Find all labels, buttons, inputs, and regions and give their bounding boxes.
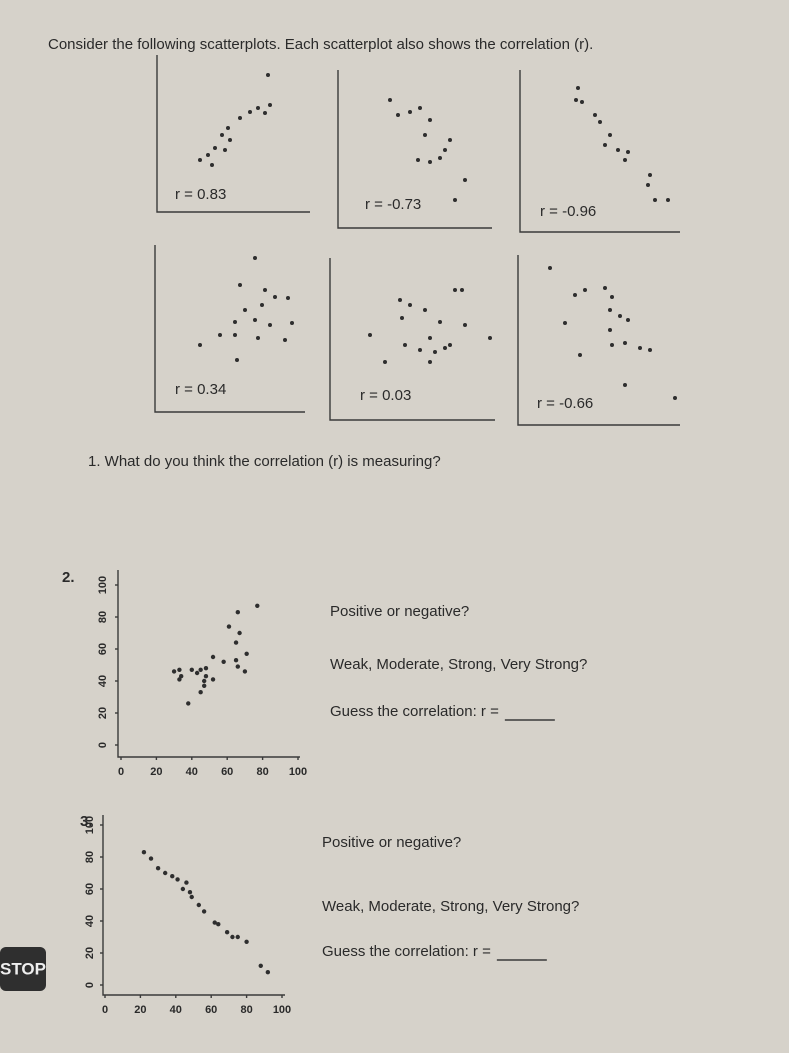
- prompt: Guess the correlation: r =: [330, 703, 499, 720]
- point: [162, 870, 168, 876]
- point: [235, 934, 240, 940]
- point: [224, 930, 230, 935]
- point: [171, 669, 177, 674]
- point: [196, 902, 202, 908]
- x-tick-label: 80: [240, 1004, 252, 1016]
- point: [201, 683, 207, 688]
- axes: [102, 815, 285, 996]
- y-tick-label: 100: [84, 816, 96, 834]
- point: [180, 886, 186, 892]
- point: [155, 866, 161, 871]
- point: [178, 674, 184, 679]
- prompt: Weak, Moderate, Strong, Very Strong?: [330, 656, 587, 673]
- point: [212, 920, 217, 925]
- point: [233, 640, 239, 645]
- point: [244, 939, 249, 944]
- x-tick-label: 80: [256, 766, 268, 778]
- point: [242, 669, 248, 674]
- point: [216, 922, 221, 927]
- point: [237, 630, 242, 636]
- axes: [117, 570, 300, 758]
- prompt: Positive or negative?: [330, 603, 469, 620]
- point: [221, 659, 226, 664]
- point: [265, 970, 271, 975]
- y-tick-label: 20: [84, 947, 96, 959]
- point: [198, 667, 203, 672]
- x-tick-label: 40: [186, 766, 198, 778]
- point: [187, 890, 193, 895]
- point: [210, 677, 216, 682]
- y-tick-label: 40: [84, 915, 96, 927]
- instructions: Consider the following scatterplots. Eac…: [48, 36, 593, 53]
- y-tick-label: 80: [97, 611, 109, 623]
- r-label: r = -0.96: [540, 203, 596, 220]
- point: [255, 603, 260, 608]
- x-tick-label: 0: [102, 1004, 108, 1016]
- r-label: r = 0.83: [175, 186, 226, 203]
- point: [201, 678, 207, 684]
- point: [198, 690, 203, 695]
- r-label: r = -0.73: [365, 196, 421, 213]
- stop-sign: [0, 947, 46, 991]
- y-tick-label: 60: [84, 883, 96, 895]
- point: [175, 877, 180, 882]
- problem-number: 3.: [80, 813, 93, 830]
- y-tick-label: 80: [84, 851, 96, 863]
- point: [203, 666, 209, 671]
- small-plot-dots: [198, 73, 677, 400]
- point: [235, 664, 241, 669]
- point: [177, 677, 182, 682]
- point: [148, 856, 154, 861]
- problem-number: 2.: [62, 569, 75, 586]
- point: [203, 674, 209, 679]
- y-tick-label: 0: [97, 742, 109, 748]
- x-tick-label: 60: [205, 1004, 217, 1016]
- r-label: r = 0.03: [360, 387, 411, 404]
- point: [235, 610, 241, 615]
- point: [186, 701, 191, 706]
- x-tick-label: 20: [134, 1004, 146, 1016]
- prompt: Positive or negative?: [322, 834, 461, 851]
- point: [258, 963, 263, 968]
- prompt: Guess the correlation: r =: [322, 943, 491, 960]
- x-tick-label: 40: [170, 1004, 182, 1016]
- y-tick-label: 0: [84, 982, 96, 988]
- point: [226, 624, 232, 629]
- x-tick-label: 20: [150, 766, 162, 778]
- y-tick-label: 100: [97, 576, 109, 594]
- x-tick-label: 0: [118, 766, 124, 778]
- point: [233, 658, 239, 663]
- point: [177, 667, 182, 672]
- point: [194, 670, 200, 676]
- question: 1. What do you think the correlation (r)…: [88, 453, 441, 470]
- small-plot-frames: [154, 55, 680, 426]
- y-tick-label: 40: [97, 675, 109, 687]
- point: [189, 667, 194, 672]
- point: [170, 874, 175, 879]
- point: [189, 894, 194, 900]
- point: [201, 909, 207, 914]
- stop-text: STOP: [0, 959, 46, 978]
- y-tick-label: 60: [97, 643, 109, 655]
- point: [230, 934, 235, 940]
- point: [244, 651, 249, 656]
- r-label: r = 0.34: [175, 381, 226, 398]
- y-tick-label: 20: [97, 707, 109, 719]
- point: [210, 654, 216, 660]
- r-label: r = -0.66: [537, 395, 593, 412]
- point: [184, 880, 189, 885]
- x-tick-label: 60: [221, 766, 233, 778]
- x-tick-label: 100: [289, 766, 307, 778]
- x-tick-label: 100: [273, 1004, 291, 1016]
- point: [141, 850, 147, 855]
- prompt: Weak, Moderate, Strong, Very Strong?: [322, 898, 579, 915]
